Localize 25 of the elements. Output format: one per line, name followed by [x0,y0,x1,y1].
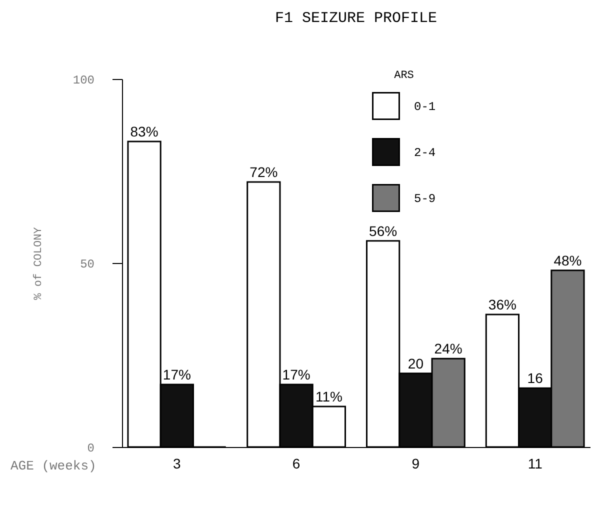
y-tick-label: 100 [72,74,94,88]
data-label: 11% [315,388,342,405]
data-label: 48% [554,252,582,268]
x-tick-label: 6 [292,456,300,472]
y-tick-label: 0 [87,442,94,456]
x-tick-label: 3 [173,456,182,472]
data-label: 17% [282,366,310,382]
data-label: 17% [162,366,191,382]
data-label: 83% [130,124,158,140]
data-label: 72% [250,164,278,180]
x-tick-label: 11 [528,456,543,472]
x-tick-label: 9 [412,456,420,472]
data-label: 36% [488,296,516,313]
chart-title: F1 SEIZURE PROFILE [274,10,438,27]
data-label: 24% [434,340,462,357]
data-label: 16 [527,370,544,386]
legend-title: ARS [394,70,414,82]
legend-label: 5-9 [414,192,436,206]
y-tick-label: 50 [80,258,94,272]
y-axis-title: % of COLONY [32,226,45,300]
data-label: 20 [408,355,424,372]
data-label: 56% [369,222,398,239]
legend-label: 2-4 [414,146,436,160]
legend-label: 0-1 [414,100,436,114]
x-axis-title: AGE (weeks) [10,458,96,474]
